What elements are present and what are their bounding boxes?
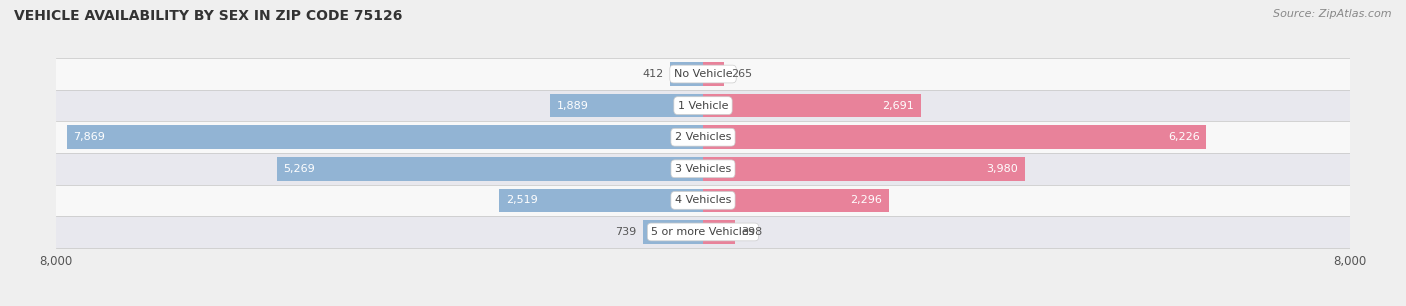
- Text: 2,296: 2,296: [851, 195, 882, 205]
- Bar: [56, 90, 1350, 121]
- Bar: [67, 125, 703, 149]
- Bar: [703, 220, 735, 244]
- Text: VEHICLE AVAILABILITY BY SEX IN ZIP CODE 75126: VEHICLE AVAILABILITY BY SEX IN ZIP CODE …: [14, 9, 402, 23]
- Bar: [644, 220, 703, 244]
- Text: 3 Vehicles: 3 Vehicles: [675, 164, 731, 174]
- Bar: [499, 188, 703, 212]
- Bar: [703, 94, 921, 118]
- Text: 6,226: 6,226: [1168, 132, 1199, 142]
- Text: 2 Vehicles: 2 Vehicles: [675, 132, 731, 142]
- Bar: [703, 157, 1025, 181]
- Text: 739: 739: [616, 227, 637, 237]
- Text: 398: 398: [741, 227, 763, 237]
- Text: 5,269: 5,269: [284, 164, 315, 174]
- Bar: [703, 188, 889, 212]
- Text: 2,519: 2,519: [506, 195, 537, 205]
- Text: 5 or more Vehicles: 5 or more Vehicles: [651, 227, 755, 237]
- Bar: [56, 121, 1350, 153]
- Text: 1 Vehicle: 1 Vehicle: [678, 101, 728, 111]
- Bar: [703, 125, 1206, 149]
- Bar: [56, 185, 1350, 216]
- Bar: [550, 94, 703, 118]
- Text: 412: 412: [643, 69, 664, 79]
- Text: 265: 265: [731, 69, 752, 79]
- Bar: [669, 62, 703, 86]
- Text: 7,869: 7,869: [73, 132, 105, 142]
- Bar: [56, 153, 1350, 185]
- Text: 1,889: 1,889: [557, 101, 589, 111]
- Text: Source: ZipAtlas.com: Source: ZipAtlas.com: [1274, 9, 1392, 19]
- Text: 4 Vehicles: 4 Vehicles: [675, 195, 731, 205]
- Bar: [277, 157, 703, 181]
- Bar: [56, 216, 1350, 248]
- Bar: [703, 62, 724, 86]
- Text: 3,980: 3,980: [987, 164, 1018, 174]
- Text: No Vehicle: No Vehicle: [673, 69, 733, 79]
- Bar: [56, 58, 1350, 90]
- Text: 2,691: 2,691: [883, 101, 914, 111]
